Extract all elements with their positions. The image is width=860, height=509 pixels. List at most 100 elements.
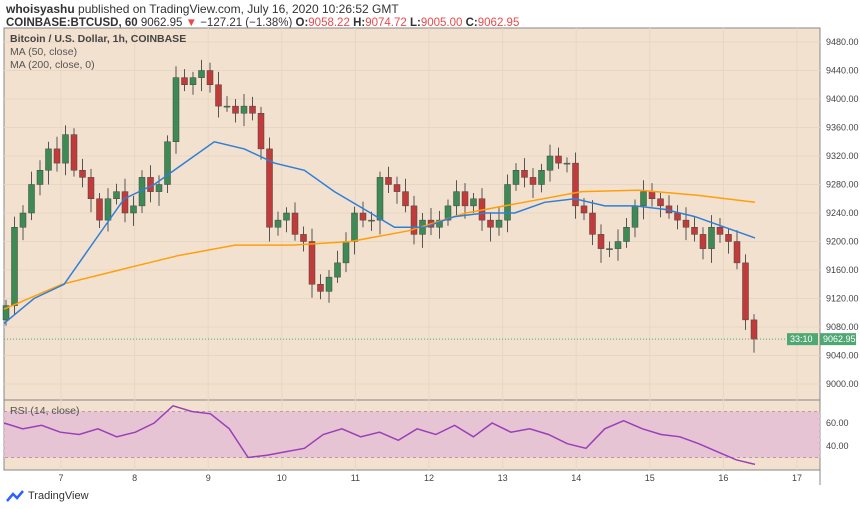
candle [402, 191, 409, 207]
candle [368, 219, 375, 222]
ma50-line [3, 140, 756, 324]
candle [563, 162, 571, 165]
rsi-legend: RSI (14, close) [10, 405, 80, 417]
candle [53, 148, 61, 164]
candle [733, 241, 741, 264]
candle [28, 184, 35, 214]
candle [2, 305, 10, 321]
publish-date: published on TradingView.com, July 16, 2… [78, 2, 399, 16]
time-tick-label: 13 [498, 473, 508, 483]
candle [631, 205, 639, 228]
candle [308, 241, 316, 285]
candle [342, 241, 350, 264]
candle [529, 177, 537, 185]
candle [444, 205, 452, 221]
countdown-badge [787, 333, 818, 346]
candle [512, 170, 520, 185]
candle [172, 77, 180, 142]
price-tick-label: 9280.00 [826, 180, 859, 190]
candle [470, 198, 477, 207]
candle [11, 227, 18, 306]
price-tick-label: 9480.00 [826, 37, 859, 47]
candle [130, 205, 137, 214]
low-label: L: [409, 17, 421, 29]
candle [317, 284, 324, 292]
candle [648, 191, 656, 199]
candle [232, 105, 239, 114]
candle [555, 155, 562, 164]
candle [325, 276, 333, 292]
candle [155, 184, 163, 192]
price-tick-label: 9320.00 [826, 151, 859, 161]
tradingview-logo[interactable]: TradingView [6, 490, 89, 502]
candle [623, 227, 630, 242]
candle [181, 77, 188, 85]
candle [376, 177, 384, 221]
price-tick-label: 9200.00 [826, 237, 859, 247]
candle [708, 227, 715, 249]
time-tick-label: 9 [206, 473, 211, 483]
candle [240, 105, 248, 114]
candle [351, 212, 358, 242]
candle [393, 184, 401, 192]
rsi-line [3, 404, 756, 466]
candle [283, 212, 290, 221]
time-tick-label: 8 [132, 473, 137, 483]
candle [410, 205, 418, 235]
candle [657, 198, 664, 207]
candle [70, 134, 78, 171]
low-value: 9005.00 [420, 17, 463, 29]
candle [215, 84, 222, 107]
candle [62, 134, 69, 164]
time-tick-label: 12 [424, 473, 434, 483]
candle [742, 262, 749, 321]
price-tick-label: 9080.00 [826, 322, 859, 332]
publish-info: whoisyashu published on TradingView.com,… [6, 2, 399, 16]
candle [546, 155, 554, 171]
candle [223, 105, 231, 108]
rsi-band [3, 411, 821, 458]
close-value: 9062.95 [477, 17, 520, 29]
price-tick-label: 9040.00 [826, 351, 859, 361]
candle [682, 219, 690, 228]
open-label: O: [295, 17, 309, 29]
price-tick-label: 9120.00 [826, 294, 859, 304]
candle [538, 170, 545, 185]
rsi-tick-label: 60.00 [826, 418, 849, 428]
last-price-badge [820, 333, 856, 346]
candle [291, 212, 299, 235]
candle [691, 227, 698, 235]
time-tick-label: 11 [351, 473, 360, 483]
symbol-bar: COINBASE:BTCUSD, 60 9062.95 ▼ −127.21 (−… [6, 17, 519, 30]
candle [359, 212, 367, 221]
candle [334, 262, 341, 278]
candle [189, 77, 197, 85]
time-tick-label: 7 [58, 473, 63, 483]
time-tick-label: 14 [571, 473, 581, 483]
candle [198, 70, 205, 78]
candle [699, 234, 707, 249]
price-tick-label: 9160.00 [826, 265, 859, 275]
last-price-badge-text: 9062.95 [823, 334, 856, 344]
down-arrow-icon: ▼ [185, 17, 198, 29]
tradingview-icon [6, 490, 24, 502]
open-value: 9058.22 [308, 17, 350, 29]
candle [45, 148, 52, 171]
candle [504, 184, 511, 221]
author-link[interactable]: whoisyashu [6, 2, 75, 16]
candle [725, 234, 732, 242]
candle [461, 191, 469, 207]
candle [274, 219, 282, 228]
ma200-line [3, 189, 756, 310]
candle [87, 177, 95, 199]
candle [597, 234, 605, 249]
candle [266, 148, 273, 228]
candle [580, 205, 588, 214]
rsi-tick-label: 40.00 [826, 441, 849, 451]
candle [606, 248, 613, 250]
last-price: 9062.95 [140, 17, 183, 29]
candle [121, 191, 129, 214]
candle [113, 191, 120, 199]
candle [300, 234, 307, 242]
